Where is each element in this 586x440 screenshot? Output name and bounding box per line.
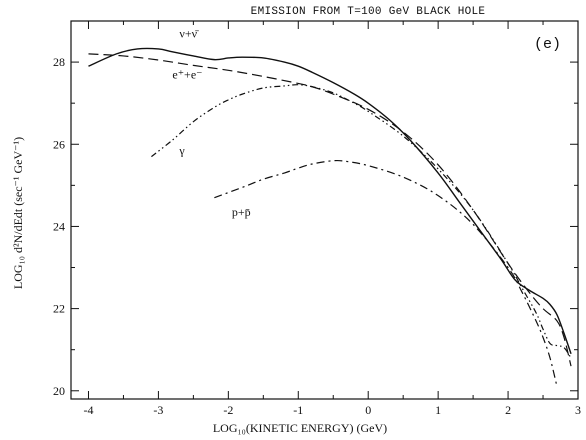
curve-labels: ν+ν̄ e⁺+e⁻ γ p+p̄	[172, 26, 250, 219]
plot-frame	[70, 20, 579, 400]
chart-title: EMISSION FROM T=100 GeV BLACK HOLE	[251, 6, 486, 18]
curve-series-2	[151, 84, 572, 359]
curve-label-1: e⁺+e⁻	[172, 68, 202, 82]
curve-series-0	[88, 47, 572, 355]
x-tick-label: 0	[365, 403, 371, 417]
x-tick-label: -1	[293, 403, 303, 417]
curve-series-3	[214, 159, 558, 387]
curve-label-3: p+p̄	[232, 205, 251, 219]
x-tick-label: 2	[505, 403, 511, 417]
x-tick-label: -4	[83, 403, 93, 417]
x-axis-title: LOG₁₀(KINETIC ENERGY) (GeV)	[213, 421, 387, 435]
y-tick-label: 20	[53, 384, 65, 398]
y-tick-label: 28	[53, 55, 65, 69]
y-axis-title: LOG₁₀ d²N/dEdt (sec⁻¹ GeV⁻¹)	[11, 137, 25, 289]
y-tick-label: 24	[53, 219, 65, 233]
curve-label-2: γ	[178, 144, 185, 158]
panel-label: (e)	[534, 36, 561, 53]
y-axis-ticks: 20 22 24 26 28	[53, 20, 578, 398]
x-tick-label: -2	[223, 403, 233, 417]
x-tick-label: -3	[153, 403, 163, 417]
curve-label-0: ν+ν̄	[179, 26, 199, 40]
curves	[88, 47, 572, 387]
y-tick-label: 26	[53, 137, 65, 151]
x-axis-ticks: -4 -3 -2 -1 0 1 2 3	[83, 21, 581, 417]
x-tick-label: 1	[435, 403, 441, 417]
curve-series-1	[88, 53, 572, 367]
y-tick-label: 22	[53, 302, 65, 316]
x-tick-label: 3	[575, 403, 581, 417]
